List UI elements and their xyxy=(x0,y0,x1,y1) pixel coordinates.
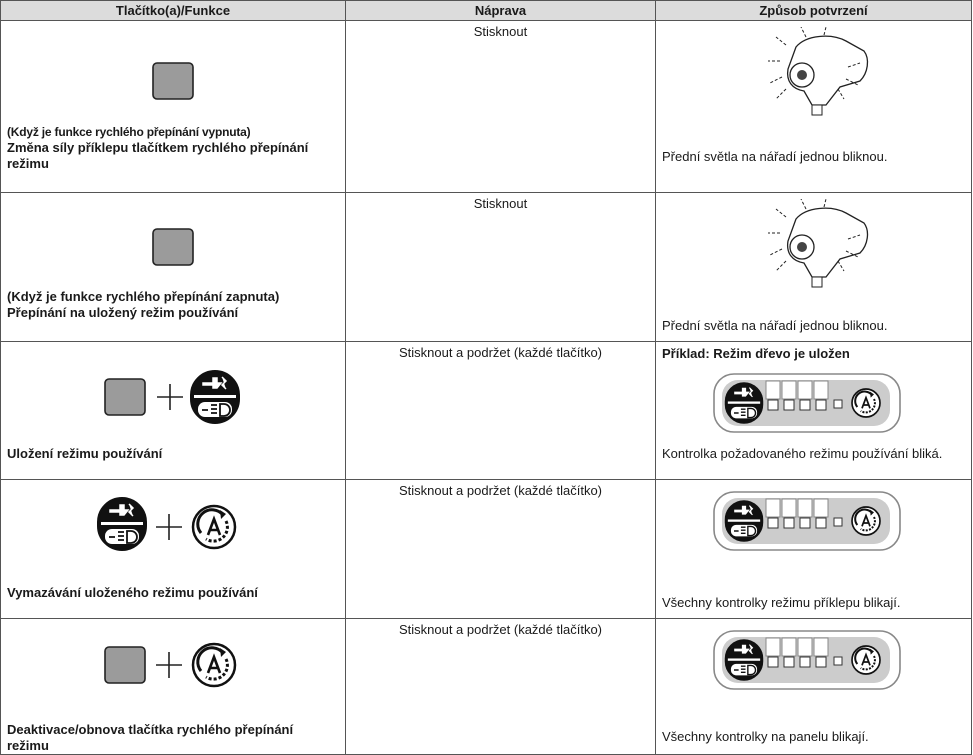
function-label: Přepínání na uložený režim používání xyxy=(7,305,239,320)
function-cell: Uložení režimu používání xyxy=(0,342,346,480)
confirmation-text: Všechny kontrolky režimu příklepu blikaj… xyxy=(662,595,901,610)
remedy-text: Stisknout a podržet (každé tlačítko) xyxy=(398,345,603,360)
remedy-text: Stisknout xyxy=(473,196,528,211)
confirmation-title: Příklad: Režim dřevo je uložen xyxy=(662,346,850,361)
function-text: (Když je funkce rychlého přepínání zapnu… xyxy=(7,289,337,321)
button-icon xyxy=(151,61,195,101)
function-label: Deaktivace/obnova tlačítka rychlého přep… xyxy=(7,722,294,753)
button-icon xyxy=(103,377,147,417)
header-cell: Náprava xyxy=(346,0,656,21)
plus-icon xyxy=(154,512,184,542)
plus-icon xyxy=(155,382,185,412)
panel-illustration xyxy=(712,372,902,434)
header-cell: Způsob potvrzení xyxy=(656,0,972,21)
tool-illustration xyxy=(746,199,876,289)
function-label: Uložení režimu používání xyxy=(7,446,163,461)
button-icon xyxy=(151,227,195,267)
auto-icon xyxy=(190,641,238,689)
remedy-cell: Stisknout xyxy=(346,21,656,193)
function-text: (Když je funkce rychlého přepínání vypnu… xyxy=(7,124,337,172)
remedy-cell: Stisknout a podržet (každé tlačítko) xyxy=(346,619,656,755)
function-cell: (Když je funkce rychlého přepínání vypnu… xyxy=(0,21,346,193)
panel-illustration xyxy=(712,629,902,691)
header-cell: Tlačítko(a)/Funkce xyxy=(0,0,346,21)
function-cell: Deaktivace/obnova tlačítka rychlého přep… xyxy=(0,619,346,755)
function-label: Změna síly příklepu tlačítkem rychlého p… xyxy=(7,140,309,171)
remedy-text: Stisknout a podržet (každé tlačítko) xyxy=(398,483,603,498)
confirmation-cell: Všechny kontrolky na panelu blikají. xyxy=(656,619,972,755)
remedy-cell: Stisknout a podržet (každé tlačítko) xyxy=(346,342,656,480)
remedy-text: Stisknout xyxy=(473,24,528,39)
confirmation-cell: Všechny kontrolky režimu příklepu blikaj… xyxy=(656,480,972,619)
tool-illustration xyxy=(746,27,876,117)
confirmation-text: Všechny kontrolky na panelu blikají. xyxy=(662,729,869,744)
mode-icon xyxy=(189,369,241,425)
function-cell: (Když je funkce rychlého přepínání zapnu… xyxy=(0,193,346,342)
confirmation-text: Kontrolka požadovaného režimu používání … xyxy=(662,446,943,461)
confirmation-cell: Přední světla na nářadí jednou bliknou. xyxy=(656,193,972,342)
remedy-cell: Stisknout a podržet (každé tlačítko) xyxy=(346,480,656,619)
remedy-cell: Stisknout xyxy=(346,193,656,342)
mode-icon xyxy=(96,496,148,552)
plus-icon xyxy=(154,650,184,680)
function-label: Vymazávání uloženého režimu používání xyxy=(7,585,258,600)
function-cell: Vymazávání uloženého režimu používání xyxy=(0,480,346,619)
function-note: (Když je funkce rychlého přepínání vypnu… xyxy=(7,125,251,139)
auto-icon xyxy=(190,503,238,551)
panel-illustration xyxy=(712,490,902,552)
confirmation-cell: Přední světla na nářadí jednou bliknou. xyxy=(656,21,972,193)
confirmation-cell: Příklad: Režim dřevo je uložen Kontrolka… xyxy=(656,342,972,480)
button-icon xyxy=(103,645,147,685)
confirmation-text: Přední světla na nářadí jednou bliknou. xyxy=(662,149,888,164)
remedy-text: Stisknout a podržet (každé tlačítko) xyxy=(398,622,603,637)
confirmation-text: Přední světla na nářadí jednou bliknou. xyxy=(662,318,888,333)
function-note: (Když je funkce rychlého přepínání zapnu… xyxy=(7,289,280,304)
